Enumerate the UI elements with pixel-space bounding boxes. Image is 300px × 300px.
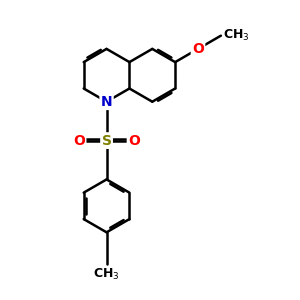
Text: O: O xyxy=(128,134,140,148)
Text: CH$_3$: CH$_3$ xyxy=(223,28,250,43)
Text: O: O xyxy=(192,42,204,56)
Text: O: O xyxy=(73,134,85,148)
Text: S: S xyxy=(102,134,112,148)
Text: N: N xyxy=(101,95,112,109)
Text: CH$_3$: CH$_3$ xyxy=(93,267,120,282)
